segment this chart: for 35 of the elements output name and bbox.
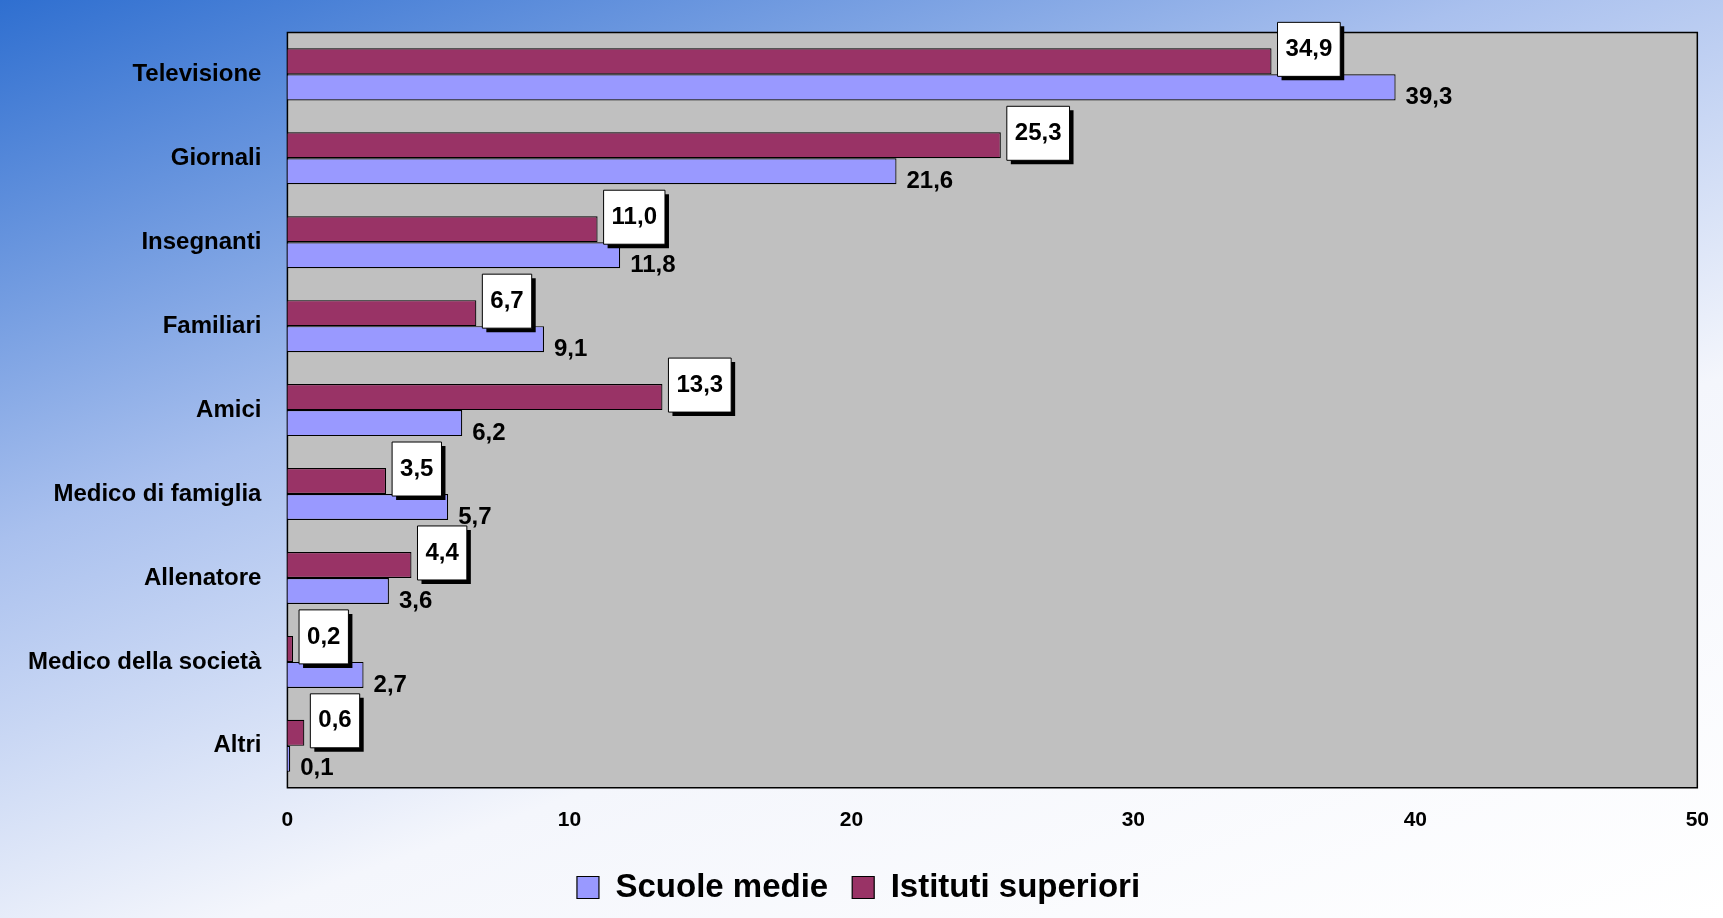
data-label: 3,6 — [398, 585, 433, 613]
data-label: 0,2 — [307, 621, 341, 649]
y-tick-label: Familiari — [162, 310, 262, 338]
x-tick-label: 40 — [1403, 807, 1428, 831]
y-tick-label: Giornali — [170, 142, 262, 170]
x-tick-label: 30 — [1121, 807, 1146, 831]
x-tick-label: 20 — [839, 807, 864, 831]
data-label: 13,3 — [676, 369, 724, 397]
data-label: 2,7 — [373, 669, 407, 697]
y-tick-label: Medico di famiglia — [53, 478, 263, 506]
data-label: 39,3 — [1405, 82, 1453, 109]
x-tick-label: 50 — [1685, 807, 1709, 831]
y-tick-label: Altri — [213, 730, 262, 758]
data-label: 3,5 — [400, 453, 434, 481]
data-label: 11,0 — [611, 201, 657, 229]
y-tick-label: Insegnanti — [141, 226, 262, 254]
data-label: 4,4 — [425, 537, 460, 565]
data-label: 25,3 — [1014, 117, 1062, 145]
y-tick-label: Medico della società — [27, 646, 263, 674]
legend-label: Istituti superiori — [890, 866, 1141, 904]
data-label: 9,1 — [554, 333, 588, 361]
legend-label: Scuole medie — [615, 866, 829, 904]
y-tick-label: Allenatore — [144, 562, 262, 590]
data-label: 34,9 — [1285, 33, 1333, 61]
data-label: 0,6 — [318, 705, 352, 733]
y-tick-label: Televisione — [132, 58, 262, 86]
x-tick-label: 10 — [557, 807, 582, 831]
data-label: 6,7 — [490, 285, 524, 313]
y-tick-label: Amici — [196, 394, 262, 422]
data-label: 21,6 — [906, 165, 954, 193]
data-label: 5,7 — [458, 501, 492, 529]
data-label: 6,2 — [472, 417, 506, 445]
data-label: 11,8 — [630, 249, 676, 277]
x-tick-label: 0 — [281, 807, 294, 831]
data-label: 0,1 — [300, 753, 334, 781]
